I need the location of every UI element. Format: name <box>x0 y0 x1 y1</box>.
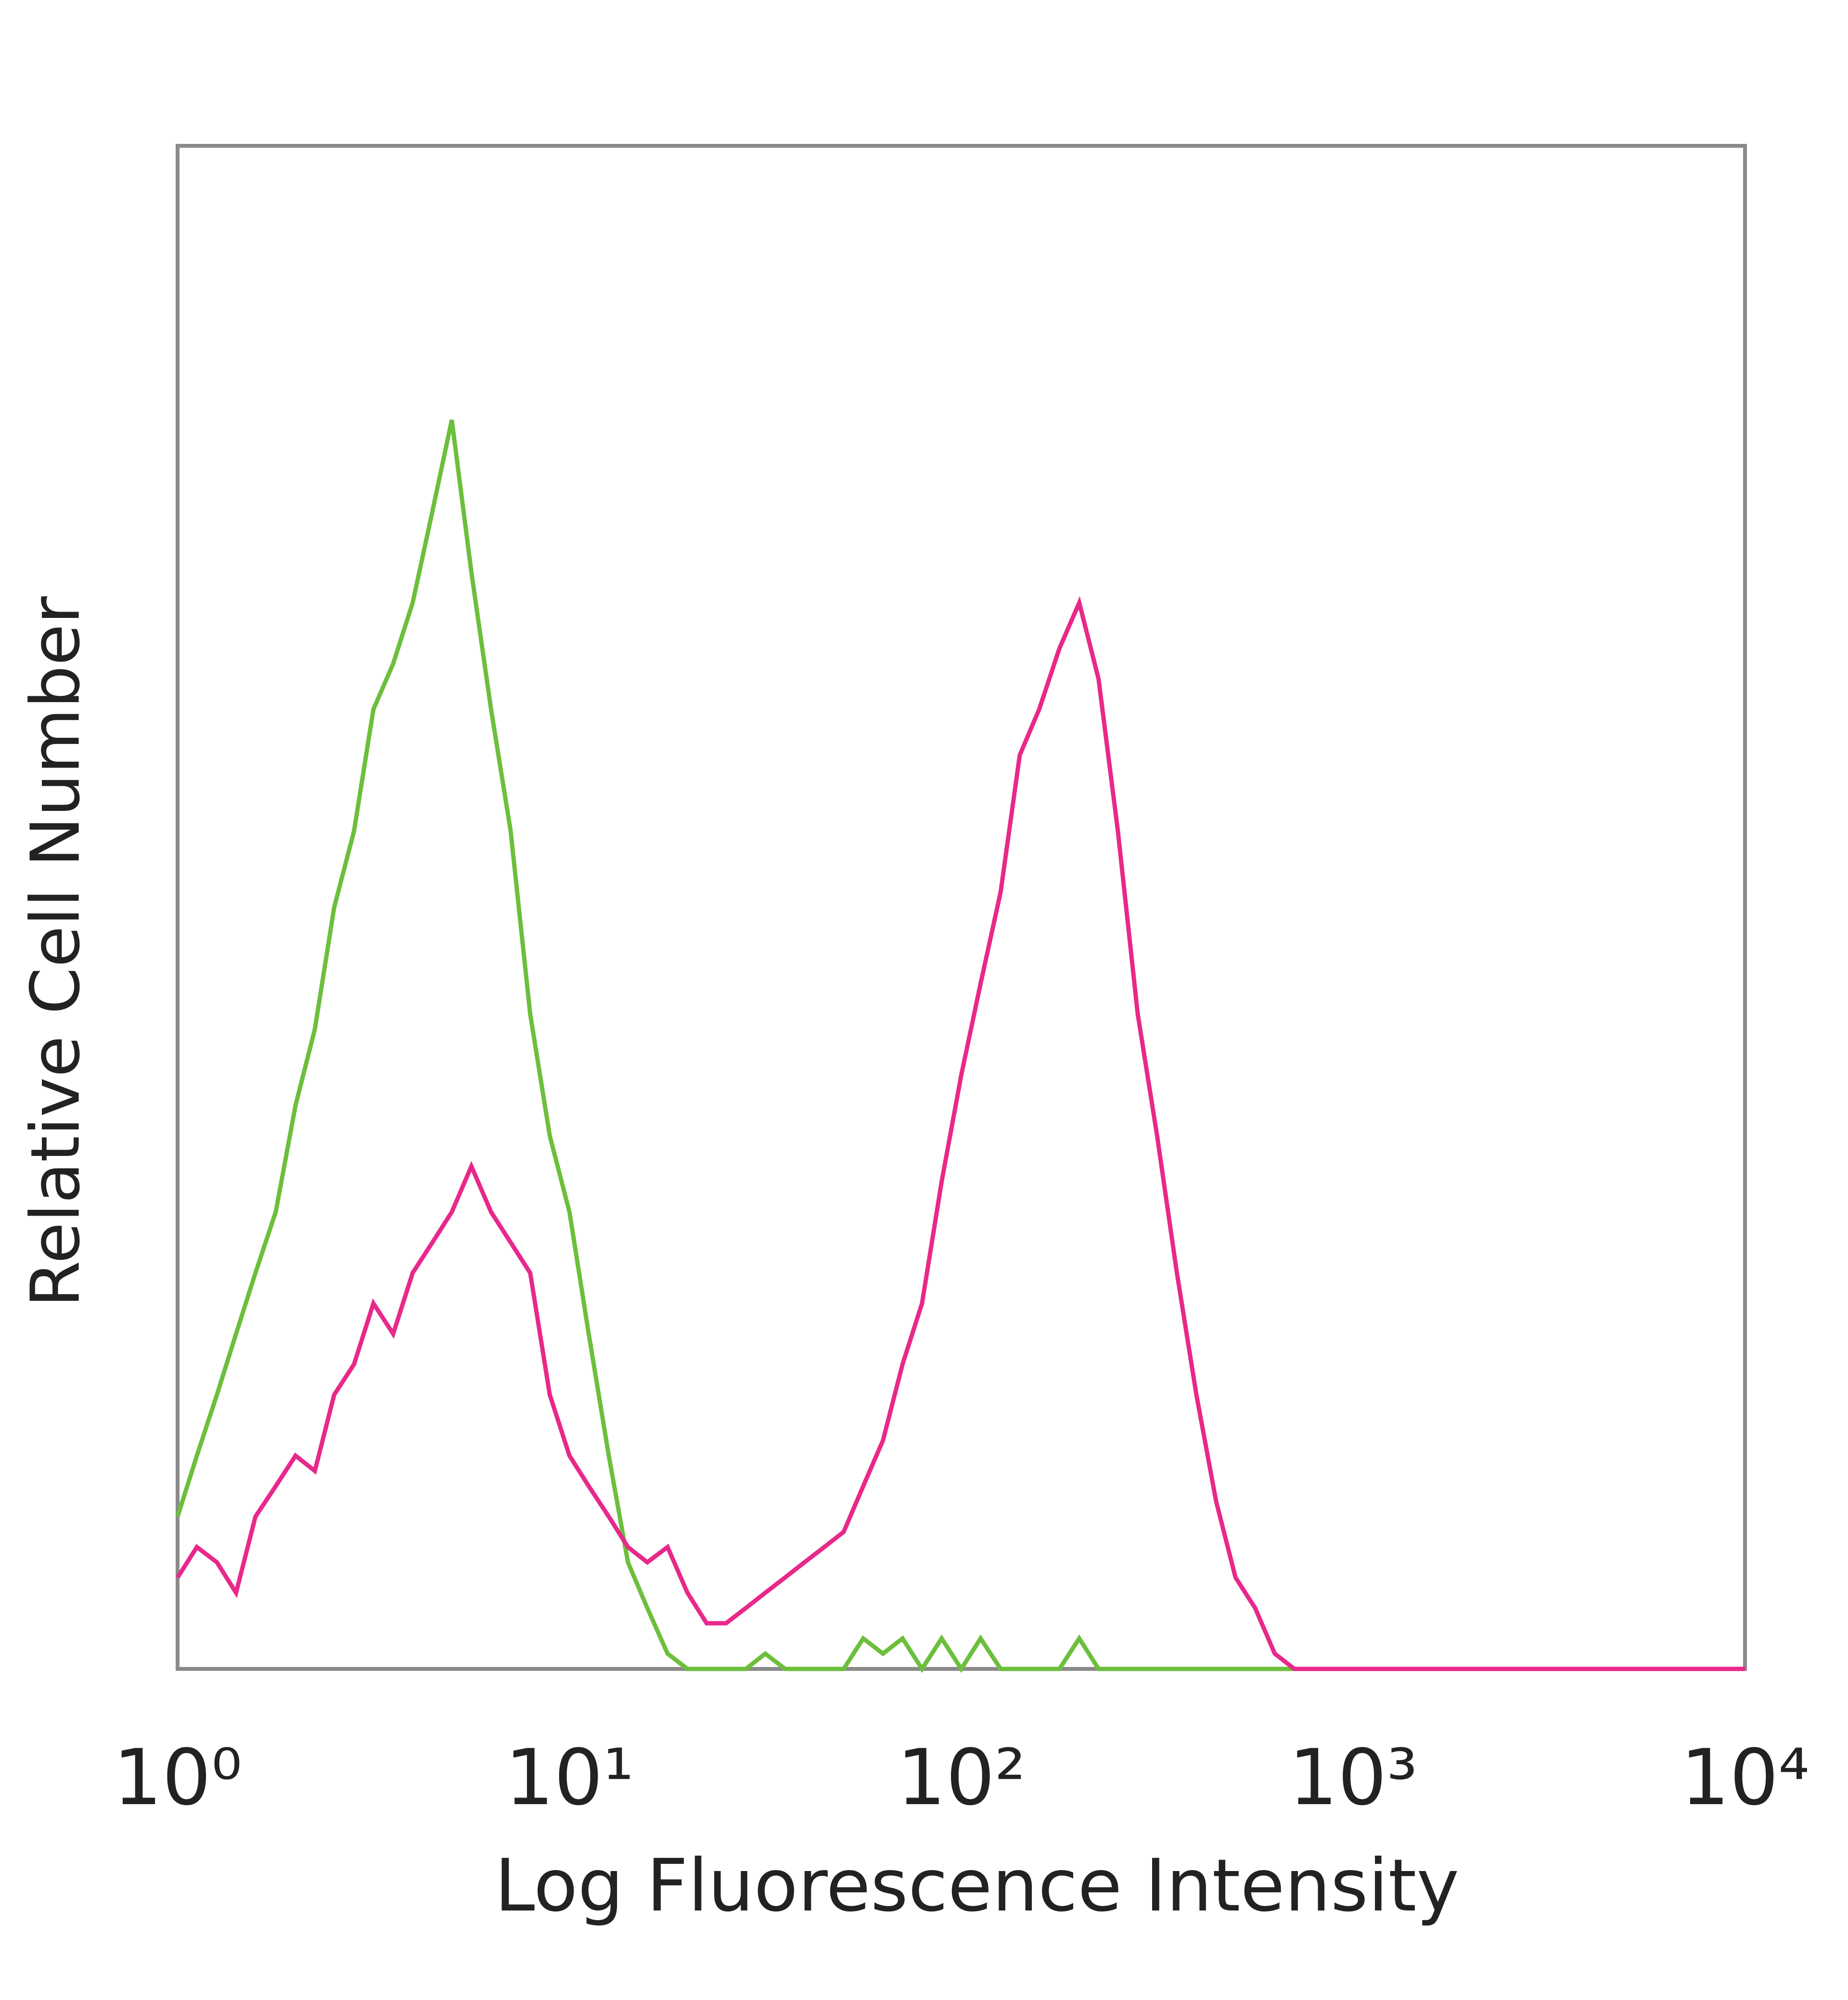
x-tick-label: 10⁰ <box>113 1732 242 1822</box>
y-axis-title: Relative Cell Number <box>17 596 95 1308</box>
histogram-line <box>176 596 1745 1671</box>
plot-frame <box>176 144 1747 1671</box>
x-tick-label: 10² <box>897 1732 1026 1822</box>
x-tick-label: 10⁴ <box>1681 1732 1810 1822</box>
x-tick-label: 10¹ <box>505 1732 634 1822</box>
histogram-line <box>175 419 1745 1673</box>
x-tick-label: 10³ <box>1289 1732 1418 1822</box>
x-axis-title: Log Fluorescence Intensity <box>495 1844 1459 1928</box>
